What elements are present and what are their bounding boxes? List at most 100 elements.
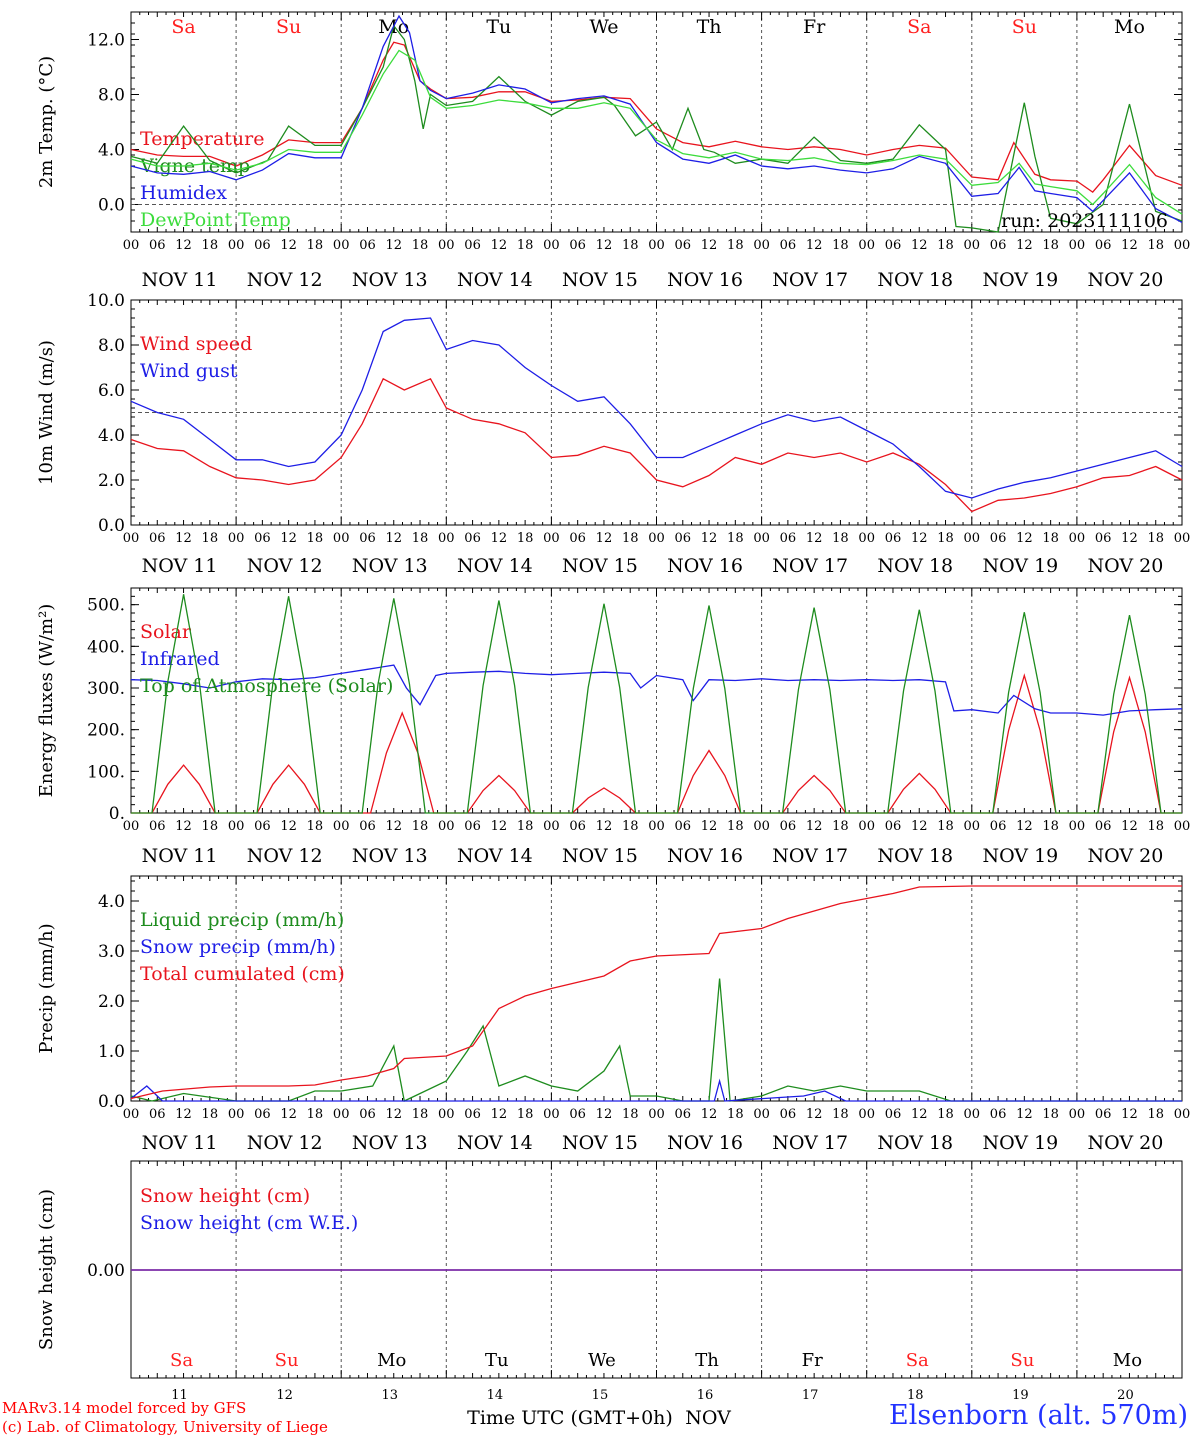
legend-entry: Humidex — [140, 182, 227, 204]
day-letter: Mo — [377, 1350, 406, 1371]
hour-tick-label: 06 — [464, 819, 481, 834]
hour-tick-label: 12 — [385, 1107, 402, 1122]
hour-tick-label: 06 — [1095, 238, 1112, 253]
y-axis-label: 10m Wind (m/s) — [36, 340, 57, 485]
hour-tick-label: 18 — [622, 819, 639, 834]
legend-entry: Liquid precip (mm/h) — [140, 909, 344, 931]
legend-entry: Wind gust — [140, 360, 238, 382]
y-tick-label: 2.0 — [98, 471, 125, 491]
hour-tick-label: 12 — [596, 819, 613, 834]
hour-tick-label: 12 — [911, 238, 928, 253]
hour-tick-label: 06 — [464, 238, 481, 253]
hour-tick-label: 00 — [123, 1107, 140, 1122]
date-number: 15 — [592, 1388, 609, 1403]
date-label: NOV 12 — [247, 269, 323, 291]
date-label: NOV 18 — [877, 555, 953, 577]
hour-tick-label: 06 — [149, 1107, 166, 1122]
hour-tick-label: 18 — [307, 238, 324, 253]
y-tick-label: 1.0 — [98, 1042, 125, 1062]
hour-tick-label: 06 — [464, 531, 481, 546]
hour-tick-label: 00 — [123, 238, 140, 253]
hour-tick-label: 06 — [990, 819, 1007, 834]
date-label: NOV 12 — [247, 1132, 323, 1154]
hour-tick-label: 12 — [701, 819, 718, 834]
date-label: NOV 14 — [457, 269, 533, 291]
hour-tick-label: 06 — [149, 238, 166, 253]
hour-tick-label: 00 — [228, 531, 245, 546]
hour-tick-label: 12 — [175, 819, 192, 834]
hour-tick-label: 12 — [175, 1107, 192, 1122]
hour-tick-label: 00 — [1174, 1107, 1191, 1122]
hour-tick-label: 06 — [569, 1107, 586, 1122]
date-label: NOV 17 — [772, 555, 848, 577]
hour-tick-label: 06 — [359, 819, 376, 834]
legend-entry: Solar — [140, 621, 192, 643]
hour-tick-label: 12 — [1016, 531, 1033, 546]
hour-tick-label: 18 — [832, 819, 849, 834]
hour-tick-label: 00 — [648, 1107, 665, 1122]
hour-tick-label: 18 — [727, 238, 744, 253]
hour-tick-label: 18 — [307, 531, 324, 546]
hour-tick-label: 06 — [254, 238, 271, 253]
legend-entry: DewPoint Temp — [140, 209, 291, 231]
day-letter: Tu — [486, 16, 511, 38]
day-letter: Sa — [907, 16, 931, 38]
date-label: NOV 19 — [982, 269, 1058, 291]
hour-tick-label: 06 — [1095, 1107, 1112, 1122]
hour-tick-label: 00 — [1174, 819, 1191, 834]
hour-tick-label: 00 — [438, 238, 455, 253]
hour-tick-label: 12 — [175, 531, 192, 546]
hour-tick-label: 06 — [885, 531, 902, 546]
hour-tick-label: 00 — [753, 238, 770, 253]
hour-tick-label: 12 — [1016, 1107, 1033, 1122]
date-label: NOV 16 — [667, 269, 743, 291]
y-tick-label: 0.00 — [87, 1261, 125, 1281]
legend-entry: Vigne temp — [139, 155, 250, 177]
hour-tick-label: 06 — [885, 238, 902, 253]
panel-1: 00 06 12 18 00 06 12 18 00 06 12 18 00 06 12 18 00 06 12 18… — [36, 11, 1190, 291]
panel-4: 00 06 12 18 00 06 12 18 00 06 12 18 00 06 12 18 00 06 12 18… — [36, 875, 1191, 1154]
series-line-top-of-atmosphere-solar — [131, 594, 1182, 814]
day-letter: Tu — [485, 1350, 509, 1371]
hour-tick-label: 18 — [202, 531, 219, 546]
day-letter: We — [589, 16, 618, 38]
legend-entry: Snow height (cm) — [140, 1185, 310, 1207]
hour-tick-label: 06 — [675, 1107, 692, 1122]
hour-tick-label: 06 — [149, 531, 166, 546]
hour-tick-label: 00 — [858, 1107, 875, 1122]
hour-tick-label: 18 — [412, 238, 429, 253]
date-label: NOV 15 — [562, 269, 638, 291]
hour-tick-label: 18 — [1147, 531, 1164, 546]
hour-tick-label: 18 — [1147, 238, 1164, 253]
hour-tick-label: 06 — [569, 238, 586, 253]
hour-tick-label: 12 — [280, 531, 297, 546]
date-label: NOV 19 — [982, 1132, 1058, 1154]
hour-tick-label: 12 — [491, 819, 508, 834]
hour-tick-label: 18 — [937, 238, 954, 253]
hour-tick-label: 18 — [307, 1107, 324, 1122]
date-label: NOV 11 — [142, 269, 218, 291]
day-letter: Su — [275, 1350, 299, 1371]
hour-tick-label: 12 — [280, 238, 297, 253]
date-label: NOV 20 — [1088, 269, 1164, 291]
hour-tick-label: 06 — [675, 819, 692, 834]
hour-tick-label: 18 — [517, 238, 534, 253]
y-tick-label: 4.0 — [98, 141, 125, 161]
day-letter: Th — [697, 16, 722, 38]
hour-tick-label: 06 — [780, 531, 797, 546]
hour-tick-label: 00 — [964, 1107, 981, 1122]
y-tick-label: 0.0 — [98, 516, 125, 536]
hour-tick-label: 00 — [858, 531, 875, 546]
hour-tick-label: 18 — [727, 1107, 744, 1122]
day-letter: Su — [1012, 16, 1037, 38]
hour-tick-label: 06 — [990, 531, 1007, 546]
y-tick-label: 10.0 — [87, 291, 125, 311]
y-tick-label: 4.0 — [98, 892, 125, 912]
hour-tick-label: 00 — [1069, 531, 1086, 546]
date-label: NOV 19 — [982, 845, 1058, 867]
hour-tick-label: 12 — [491, 531, 508, 546]
hour-tick-label: 18 — [727, 531, 744, 546]
hour-tick-label: 12 — [175, 238, 192, 253]
hour-tick-label: 00 — [123, 819, 140, 834]
hour-tick-label: 00 — [1069, 238, 1086, 253]
